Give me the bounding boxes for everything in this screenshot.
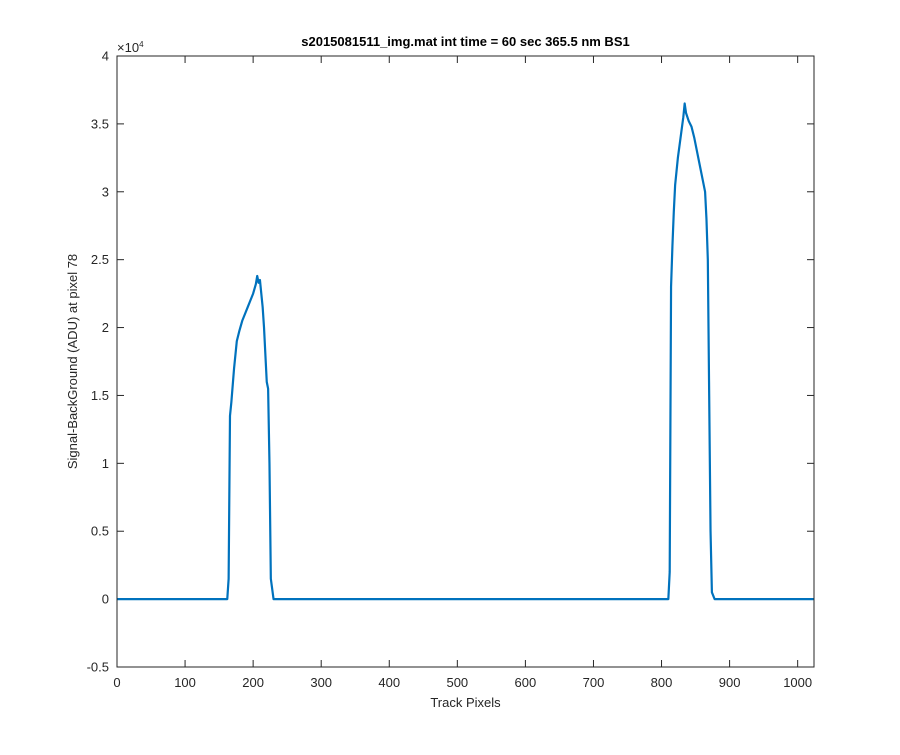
x-tick-label: 700 bbox=[583, 675, 605, 690]
y-tick-label: 0 bbox=[102, 592, 109, 607]
x-tick-label: 400 bbox=[378, 675, 400, 690]
x-tick-label: 800 bbox=[651, 675, 673, 690]
y-tick-label: 2.5 bbox=[91, 252, 109, 267]
y-exponent-base: ×10 bbox=[117, 40, 139, 55]
x-tick-label: 500 bbox=[446, 675, 468, 690]
x-tick-label: 0 bbox=[113, 675, 120, 690]
y-tick-label: -0.5 bbox=[87, 660, 109, 675]
chart-title: s2015081511_img.mat int time = 60 sec 36… bbox=[301, 34, 629, 49]
y-tick-label: 1 bbox=[102, 456, 109, 471]
x-tick-label: 1000 bbox=[783, 675, 812, 690]
y-axis-label: Signal-BackGround (ADU) at pixel 78 bbox=[65, 254, 80, 469]
y-tick-label: 1.5 bbox=[91, 388, 109, 403]
x-tick-label: 600 bbox=[515, 675, 537, 690]
y-tick-label: 3.5 bbox=[91, 116, 109, 131]
y-tick-label: 3 bbox=[102, 184, 109, 199]
y-exponent-power: 4 bbox=[139, 40, 144, 49]
x-tick-label: 900 bbox=[719, 675, 741, 690]
series-line bbox=[117, 102, 814, 601]
y-tick-label: 0.5 bbox=[91, 524, 109, 539]
axes-box bbox=[116, 55, 815, 668]
x-tick-label: 100 bbox=[174, 675, 196, 690]
x-tick-label: 300 bbox=[310, 675, 332, 690]
y-tick-label: 2 bbox=[102, 320, 109, 335]
x-tick-label: 200 bbox=[242, 675, 264, 690]
y-tick-label: 4 bbox=[102, 49, 109, 64]
x-axis-label: Track Pixels bbox=[430, 695, 501, 710]
y-exponent-label: ×104 bbox=[117, 40, 144, 55]
